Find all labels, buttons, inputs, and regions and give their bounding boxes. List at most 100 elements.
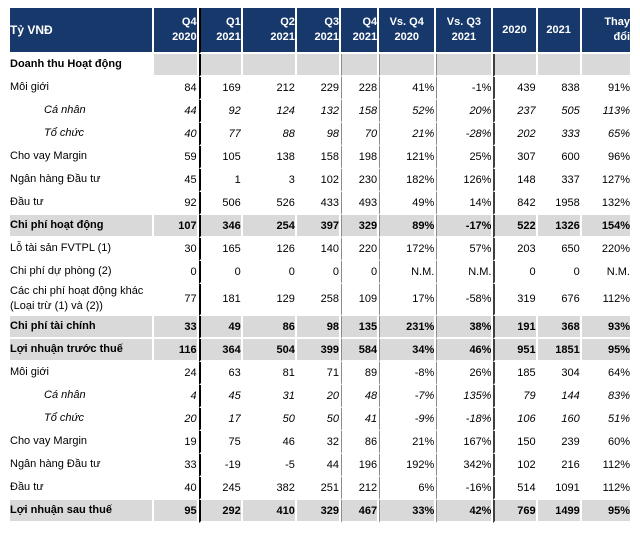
row-label: Môi giới: [10, 77, 153, 100]
data-cell: 506: [198, 192, 241, 215]
data-cell: 102: [493, 454, 536, 477]
data-cell: 109: [341, 284, 378, 316]
table-row: Ngân hàng Đầu tư 33 -19 -5 44 196 192% 342% 102 2…: [10, 454, 630, 477]
data-cell: 91%: [581, 77, 630, 100]
data-cell: 584: [341, 339, 378, 362]
data-cell: 212: [341, 477, 378, 500]
data-cell: 196: [341, 454, 378, 477]
data-cell: 346: [198, 215, 241, 238]
row-label: Cho vay Margin: [10, 146, 153, 169]
data-cell: 44: [296, 454, 340, 477]
data-cell: 0: [537, 261, 580, 284]
data-cell: 4: [154, 385, 197, 408]
table-row: Cá nhân 44 92 124 132 158 52% 20% 237 505 113%: [10, 100, 630, 123]
data-cell: 102: [296, 169, 340, 192]
data-cell: 19: [154, 431, 197, 454]
col-header-vs-q3-2021: Vs. Q3 2021: [436, 8, 492, 54]
data-cell: 0: [341, 261, 378, 284]
data-cell: 89: [341, 362, 378, 385]
data-cell: 154%: [581, 215, 630, 238]
data-cell: 105: [198, 146, 241, 169]
table-row: Đầu tư 92 506 526 433 493 49% 14% 842 1958 132%: [10, 192, 630, 215]
data-cell: 49: [198, 316, 241, 339]
data-cell: 140: [296, 238, 340, 261]
data-cell: 93%: [581, 316, 630, 339]
table-row: Ngân hàng Đầu tư 45 1 3 102 230 182% 126% 148 337…: [10, 169, 630, 192]
data-cell: -28%: [436, 123, 492, 146]
data-cell: 329: [296, 500, 340, 523]
col-header-thay-doi: Thay đổi: [581, 8, 630, 54]
data-cell: 50: [242, 408, 295, 431]
data-cell: 364: [198, 339, 241, 362]
data-cell: 216: [537, 454, 580, 477]
col-header-vs-q4-2020: Vs. Q4 2020: [379, 8, 435, 54]
data-cell: 1958: [537, 192, 580, 215]
data-cell: 514: [493, 477, 536, 500]
data-cell: 79: [493, 385, 536, 408]
col-header-q3-2021: Q3 2021: [296, 8, 340, 54]
data-cell: 439: [493, 77, 536, 100]
data-cell: 158: [296, 146, 340, 169]
data-cell: 220: [341, 238, 378, 261]
row-label: Cá nhân: [10, 100, 153, 123]
data-cell: 198: [341, 146, 378, 169]
data-cell: 21%: [379, 123, 435, 146]
data-cell: 304: [537, 362, 580, 385]
data-cell: 172%: [379, 238, 435, 261]
data-cell: 51%: [581, 408, 630, 431]
col-header-fy-2020: 2020: [493, 8, 536, 54]
data-cell: 229: [296, 77, 340, 100]
row-label: Chi phí dự phòng (2): [10, 261, 153, 284]
data-cell: [379, 54, 435, 77]
data-cell: 237: [493, 100, 536, 123]
row-label: Tổ chức: [10, 123, 153, 146]
data-cell: 245: [198, 477, 241, 500]
row-label: Môi giới: [10, 362, 153, 385]
table-header-row: Tỷ VNĐ Q4 2020 Q1 2021 Q2 2021 Q3 2021 Q4 2021 Vs.…: [10, 8, 630, 54]
data-cell: 46: [242, 431, 295, 454]
data-cell: 0: [198, 261, 241, 284]
col-header-fy-2021: 2021: [537, 8, 580, 54]
data-cell: 112%: [581, 454, 630, 477]
data-cell: 20: [296, 385, 340, 408]
data-cell: 17: [198, 408, 241, 431]
data-cell: 89%: [379, 215, 435, 238]
row-label: Chi phí hoạt động: [10, 215, 153, 238]
data-cell: 95%: [581, 339, 630, 362]
data-cell: 132: [296, 100, 340, 123]
data-cell: 59: [154, 146, 197, 169]
table-row: Doanh thu Hoạt động: [10, 54, 630, 77]
data-cell: 77: [154, 284, 197, 316]
data-cell: 231%: [379, 316, 435, 339]
data-cell: 30: [154, 238, 197, 261]
data-cell: 24: [154, 362, 197, 385]
data-cell: 41: [341, 408, 378, 431]
data-cell: 337: [537, 169, 580, 192]
data-cell: 158: [341, 100, 378, 123]
data-cell: 0: [493, 261, 536, 284]
data-cell: 121%: [379, 146, 435, 169]
row-label: Đầu tư: [10, 192, 153, 215]
row-label: Các chi phí hoạt động khác (Loại trừ (1)…: [10, 284, 153, 316]
data-cell: -7%: [379, 385, 435, 408]
row-label: Cá nhân: [10, 385, 153, 408]
data-cell: 98: [296, 316, 340, 339]
data-cell: 44: [154, 100, 197, 123]
data-cell: 113%: [581, 100, 630, 123]
data-cell: 92: [198, 100, 241, 123]
data-cell: 95%: [581, 500, 630, 523]
data-cell: -18%: [436, 408, 492, 431]
data-cell: 20: [154, 408, 197, 431]
table-row: Môi giới 24 63 81 71 89 -8% 26% 185 304 64%: [10, 362, 630, 385]
table-row: Chi phí hoạt động 107 346 254 397 329 89% -17% 5…: [10, 215, 630, 238]
data-cell: 838: [537, 77, 580, 100]
data-cell: [154, 54, 197, 77]
data-cell: 399: [296, 339, 340, 362]
data-cell: 842: [493, 192, 536, 215]
data-cell: 49%: [379, 192, 435, 215]
data-cell: 333: [537, 123, 580, 146]
data-cell: 212: [242, 77, 295, 100]
data-cell: 1499: [537, 500, 580, 523]
data-cell: -9%: [379, 408, 435, 431]
data-cell: N.M.: [379, 261, 435, 284]
